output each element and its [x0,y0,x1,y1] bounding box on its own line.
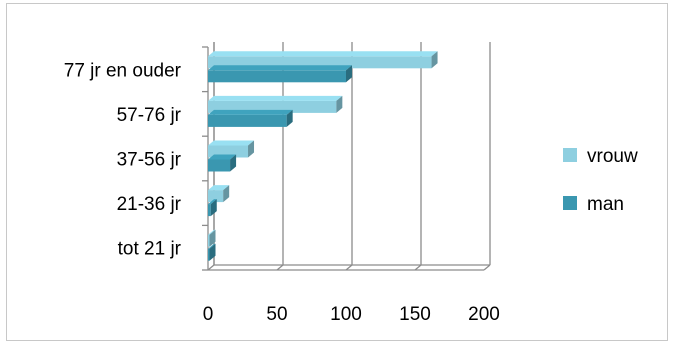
bar-top [208,95,343,101]
bar [208,185,230,203]
bar-top [208,185,230,191]
gridline-depth [276,264,284,271]
legend-swatch-man [563,196,577,210]
bar-front [208,248,210,261]
category-label: 77 jr en ouder [64,60,182,81]
gridline-depth [207,264,215,271]
x-tick-label: 100 [330,304,362,325]
legend-label-man: man [587,194,624,215]
x-tick-label: 200 [468,304,500,325]
bar-side [346,65,352,83]
bar [208,154,237,172]
bar-front [208,159,231,172]
gridline-depth [345,264,353,271]
bar-side [209,243,216,261]
bar [208,243,216,261]
bar-front [208,190,224,203]
gridline-depth [483,264,491,271]
bar-top [208,109,293,115]
labels: 0 50 100 150 200 77 jr en ouder 57-76 jr 37-56 … [64,60,500,325]
bar-top [208,154,237,160]
bar [208,199,217,217]
bars [208,51,438,261]
bar-top [208,199,217,205]
bar-side [223,185,230,203]
bar [208,109,293,127]
bar-side [336,95,343,113]
bar-top [208,51,438,57]
bar-top [208,229,216,235]
bar-side [230,154,237,172]
legend: vrouw man [563,146,638,215]
bar-side [431,51,438,69]
bar-front [208,204,211,217]
legend-label-vrouw: vrouw [587,146,638,167]
bar-top [208,140,255,146]
bar-side [248,140,255,158]
bar-front [208,114,287,127]
x-tick-label: 150 [399,304,431,325]
bar [208,65,352,83]
bar-front [208,234,210,247]
category-label: 37-56 jr [117,150,182,171]
legend-swatch-vrouw [563,148,577,162]
category-label: 57-76 jr [117,105,182,126]
bar-side [210,199,217,217]
bar-side [286,109,293,127]
bar-top [208,243,216,249]
bar-side [209,229,216,247]
bar-top [208,65,352,71]
bar-front [208,70,346,83]
bar [208,229,216,247]
category-label: 21-36 jr [117,194,182,215]
x-tick-label: 0 [203,304,214,325]
category-label: tot 21 jr [118,239,182,260]
x-tick-label: 50 [266,304,287,325]
gridline-depth [414,264,422,271]
